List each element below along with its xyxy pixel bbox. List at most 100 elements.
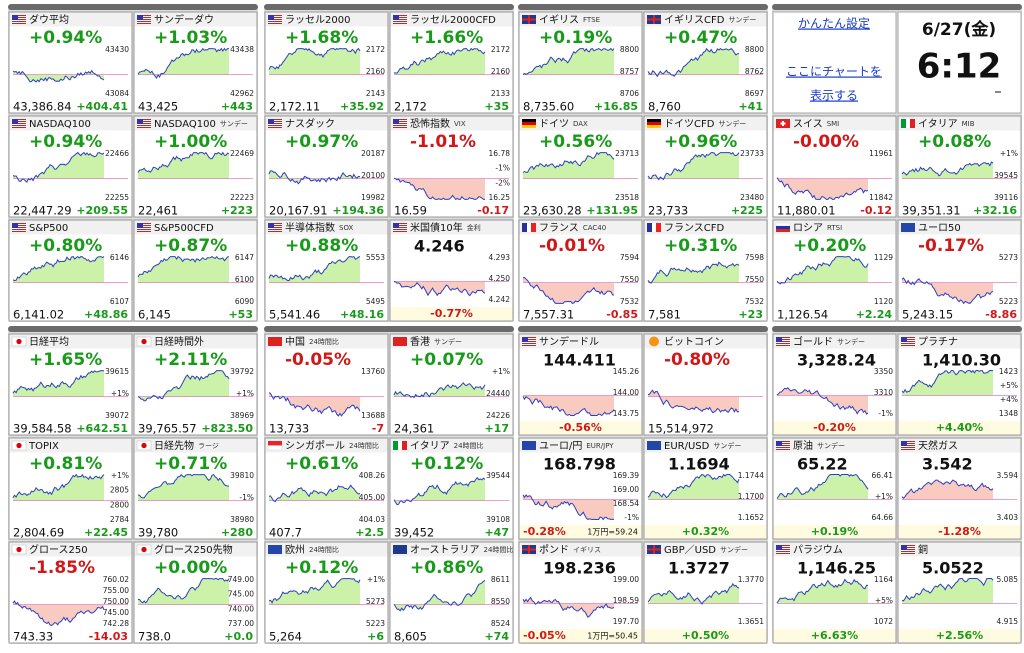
tile[interactable]: オーストラリア 24時間比 8611 8550 8524 +0.86% 8,605 +74 [389, 541, 514, 644]
sparkline [12, 151, 105, 183]
flag-part [522, 337, 528, 342]
tile[interactable]: プラチナ 1423 +5% +4% 1348 1,410.30 +4.40% [897, 333, 1022, 436]
flag-part [268, 21, 282, 22]
price-bar [9, 630, 132, 643]
change: +0.0 [224, 630, 253, 643]
tile[interactable]: イギリス FTSE 8800 8757 8706 +0.19% 8,735.60 +16.85 [518, 11, 643, 114]
flag-part [393, 19, 407, 20]
tile[interactable]: 原油 サンデー 66.41 +1% 64.66 65.22 +0.19% [772, 437, 897, 540]
flag-part [901, 445, 915, 446]
axis-label: 2160 [491, 67, 510, 76]
axis-label: 20100 [361, 171, 385, 180]
flag-part [12, 19, 26, 20]
tile[interactable]: TOPIX +1% 2805 2800 2784 +0.81% 2,804.69 +22.45 [8, 437, 133, 540]
tile[interactable]: GBP／USD サンデー 1.3770 1.3651 1.3727 +0.50% [643, 541, 768, 644]
tile[interactable]: 恐怖指数 VIX 16.78 -1% -2% 16.25 -1.01% 16.59 -0.17 [389, 115, 514, 218]
flag [268, 223, 282, 232]
change: +2.5 [355, 526, 384, 539]
tile[interactable]: イタリア MIB +1% 39545 39116 +0.08% 39,351.31 +32.1… [897, 115, 1022, 218]
tile[interactable]: グロース250先物 749.00 745.00 740.00 737.00 +0.00% 7… [133, 541, 258, 644]
tile[interactable]: 日経時間外 39792 +1% 38969 +2.11% 39,765.57 +823.50 [133, 333, 258, 436]
tile[interactable]: ナスダック 20187 20100 19982 +0.97% 20,167.91 +194.… [264, 115, 389, 218]
axis-label: 6090 [235, 297, 254, 306]
tile[interactable]: パラジウム 1164 +5% 1072 1,146.25 +6.63% [772, 541, 897, 644]
tile[interactable]: ビットコイン -0.80% 15,514,972 [643, 333, 768, 436]
settings-link[interactable]: かんたん設定 [798, 16, 870, 31]
flag [393, 545, 407, 554]
flag-part [776, 345, 790, 346]
tile[interactable]: ダウ平均 43430 43084 +0.94% 43,386.84 +404.41 [8, 11, 133, 114]
price-bar [265, 422, 388, 435]
tile[interactable]: 銅 5.085 4.915 5.0522 +2.56% [897, 541, 1022, 644]
axis-label: 740.00 [228, 604, 254, 613]
tile-header [519, 334, 642, 349]
axis-label: +1% [492, 367, 510, 376]
flag-part [901, 341, 915, 342]
tile[interactable]: 日経平均 39615 +1% 39072 +1.65% 39,584.58 +642.51 [8, 333, 133, 436]
tile[interactable]: 香港 サンデー +1% 24440 24226 +0.07% 24,361 +17 [389, 333, 514, 436]
tile[interactable]: 中国 24時間比 13760 13688 -0.05% 13,733 -7 [264, 333, 389, 436]
tile[interactable]: シンガポール 24時間比 408.26 405.00 404.03 +0.61% 407.7… [264, 437, 389, 540]
tile-header [9, 438, 132, 453]
tile[interactable]: ゴールド サンデー 3350 3310 -1% 3,328.24 -0.20% [772, 333, 897, 436]
chart-link[interactable]: 表示する [810, 89, 858, 103]
tile-header [265, 542, 388, 557]
tile[interactable]: サンデードル 145.26 144.00 143.75 144.411 -0.56% [518, 333, 643, 436]
tile[interactable]: イギリスCFD サンデー 8800 8762 8697 +0.47% 8,760 +41 [643, 11, 768, 114]
axis-label: 39544 [486, 471, 510, 480]
tile[interactable]: S&P500 6146 6107 +0.80% 6,141.02 +48.86 [8, 219, 133, 322]
price: 743.33 [13, 630, 53, 644]
pct-bar [519, 525, 642, 539]
sparkline-area [13, 256, 104, 283]
tile[interactable]: 米国債10年 金利 4.293 4.250 4.242 4.246 -0.77% [389, 219, 514, 322]
price: 407.7 [269, 526, 302, 540]
price-bar [265, 526, 388, 539]
tile-bg [389, 541, 514, 644]
tile[interactable]: ラッセル2000 2172 2160 2143 +1.68% 2,172.11 +35.92 [264, 11, 389, 114]
tile-name: イタリア [918, 118, 958, 130]
flag-part [137, 223, 151, 224]
change-percent: +0.20% [793, 236, 866, 256]
chart-link[interactable]: ここにチャートを [786, 65, 882, 79]
tile[interactable]: S&P500CFD 6147 6100 6090 +0.87% 6,145 +53 [133, 219, 258, 322]
tile[interactable]: ドイツ DAX 23713 23518 +0.56% 23,630.28 +131.95 [518, 115, 643, 218]
tile-sub: サンデー [720, 545, 748, 554]
tile-name: シンガポール [285, 440, 345, 452]
flag-part [393, 337, 407, 346]
flag [137, 223, 151, 232]
tile[interactable]: グロース250 760.02 755.00 750.00 745.00 742.28 -1.… [8, 541, 133, 644]
tile[interactable]: ラッセル2000CFD 2172 2160 2133 +1.66% 2,172 +35 [389, 11, 514, 114]
tile-header [390, 220, 513, 235]
flag-part [12, 225, 26, 226]
axis-label: 2133 [491, 89, 510, 98]
sparkline [901, 578, 994, 602]
tile[interactable]: ロシア RTSI 1129 1120 +0.20% 1,126.54 +2.24 [772, 219, 897, 322]
tile[interactable]: ユーロ/円 EUR/JPY 169.39 169.00 168.54 -1% 168.798… [518, 437, 643, 540]
tile[interactable]: サンデーダウ 43438 42962 +1.03% 43,425 +443 [133, 11, 258, 114]
change: -7 [372, 422, 384, 435]
tile-header [265, 12, 388, 27]
tile[interactable]: NASDAQ100 22466 22255 +0.94% 22,447.29 +209.5… [8, 115, 133, 218]
tile[interactable]: ポンド イギリス 199.00 198.59 197.70 198.236 -0.05% 1万… [518, 541, 643, 644]
sparkline-area [523, 152, 614, 179]
tile-header [390, 334, 513, 349]
flag-part [12, 119, 26, 120]
tile[interactable]: ドイツCFD サンデー 23733 23480 +0.96% 23,733 +225 [643, 115, 768, 218]
sparkline-area [648, 48, 739, 77]
tile[interactable]: 天然ガス 3.594 3.403 3.542 -1.28% [897, 437, 1022, 540]
sparkline [776, 578, 869, 604]
tile[interactable]: 日経先物 ラージ 39810 -1% 38980 +0.71% 39,780 +280 [133, 437, 258, 540]
tile[interactable]: スイス SMI 11961 11842 -0.00% 11,880.01 -0.12 [772, 115, 897, 218]
tile[interactable]: 欧州 24時間比 +1% 5273 5223 +0.12% 5,264 +6 [264, 541, 389, 644]
tile[interactable]: フランス CAC40 7594 7550 7532 -0.01% 7,557.31 -0.85 [518, 219, 643, 322]
flag-part [141, 546, 147, 553]
sparkline [12, 600, 105, 626]
price-bar [265, 630, 388, 643]
tile[interactable]: フランスCFD 7598 7550 7532 +0.31% 7,581 +23 [643, 219, 768, 322]
axis-label: 22469 [230, 149, 254, 158]
tile[interactable]: 半導体指数 SOX 5553 5495 +0.88% 5,541.46 +48.16 [264, 219, 389, 322]
tile[interactable]: ユーロ50 5273 5223 -0.17% 5,243.15 -8.86 [897, 219, 1022, 322]
tile[interactable]: イタリア 24時間比 39544 39108 +0.12% 39,452 +47 [389, 437, 514, 540]
tile[interactable]: EUR/USD サンデー 1.1744 1.1700 1.1652 1.1694 +0.32… [643, 437, 768, 540]
tile[interactable]: NASDAQ100 サンデー 22469 22223 +1.00% 22,461 +223 [133, 115, 258, 218]
